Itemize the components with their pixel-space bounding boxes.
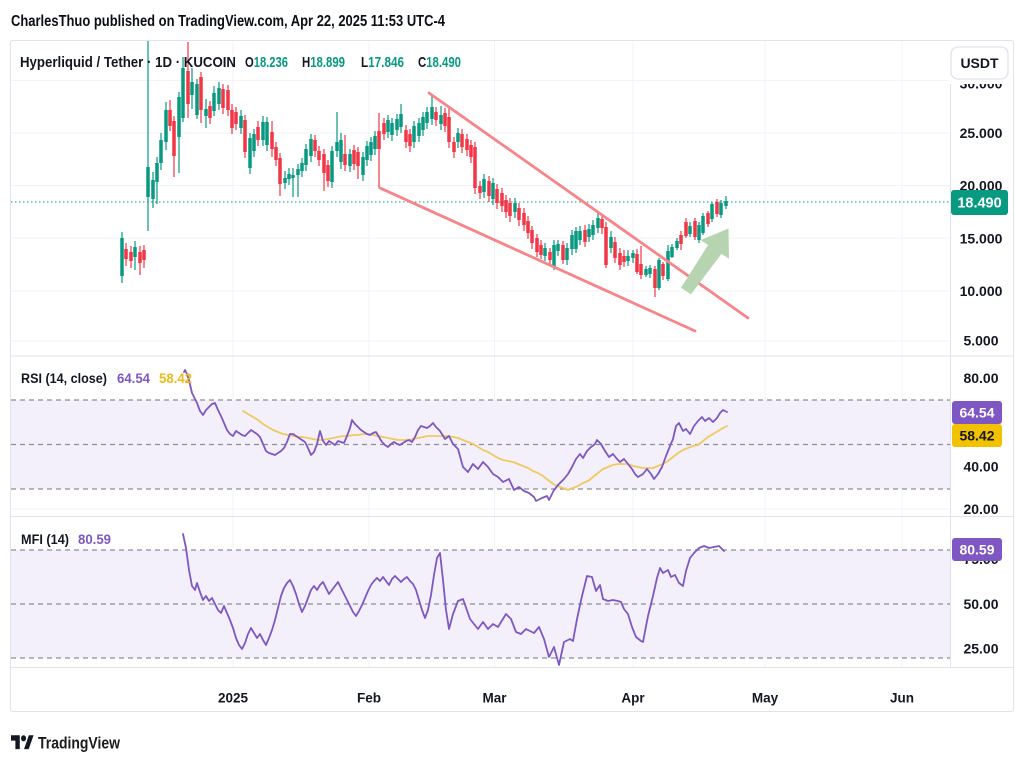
svg-text:C18.490: C18.490: [418, 54, 461, 71]
svg-text:20.000: 20.000: [960, 178, 1003, 194]
svg-text:2025: 2025: [218, 691, 249, 706]
svg-text:O18.236: O18.236: [245, 54, 288, 71]
svg-text:18.490: 18.490: [957, 196, 1001, 212]
svg-text:TradingView: TradingView: [38, 735, 120, 753]
svg-text:May: May: [752, 691, 779, 706]
svg-text:15.000: 15.000: [960, 231, 1003, 247]
svg-text:5.000: 5.000: [963, 333, 998, 349]
svg-text:58.42: 58.42: [159, 371, 192, 386]
svg-text:80.00: 80.00: [963, 370, 998, 386]
svg-text:Apr: Apr: [621, 691, 645, 706]
svg-text:Jun: Jun: [890, 691, 914, 706]
svg-text:H18.899: H18.899: [302, 54, 345, 71]
svg-text:Feb: Feb: [357, 691, 381, 706]
svg-text:USDT: USDT: [960, 55, 999, 71]
svg-text:64.54: 64.54: [117, 371, 150, 386]
svg-text:64.54: 64.54: [959, 405, 994, 421]
svg-text:L17.846: L17.846: [361, 54, 404, 71]
svg-text:10.000: 10.000: [960, 283, 1003, 299]
svg-text:RSI (14, close): RSI (14, close): [21, 371, 107, 386]
svg-text:40.00: 40.00: [963, 459, 998, 475]
svg-text:25.00: 25.00: [963, 641, 998, 657]
svg-text:58.42: 58.42: [959, 428, 994, 444]
svg-text:80.59: 80.59: [78, 532, 111, 547]
svg-text:20.00: 20.00: [963, 501, 998, 517]
svg-text:Mar: Mar: [482, 691, 507, 706]
svg-text:MFI (14): MFI (14): [21, 532, 69, 547]
svg-text:25.000: 25.000: [960, 125, 1003, 141]
svg-text:50.00: 50.00: [963, 596, 998, 612]
svg-text:80.59: 80.59: [959, 542, 994, 558]
svg-text:CharlesThuo published on Tradi: CharlesThuo published on TradingView.com…: [11, 13, 445, 30]
svg-text:Hyperliquid / Tether · 1D · KU: Hyperliquid / Tether · 1D · KUCOIN: [20, 54, 236, 71]
